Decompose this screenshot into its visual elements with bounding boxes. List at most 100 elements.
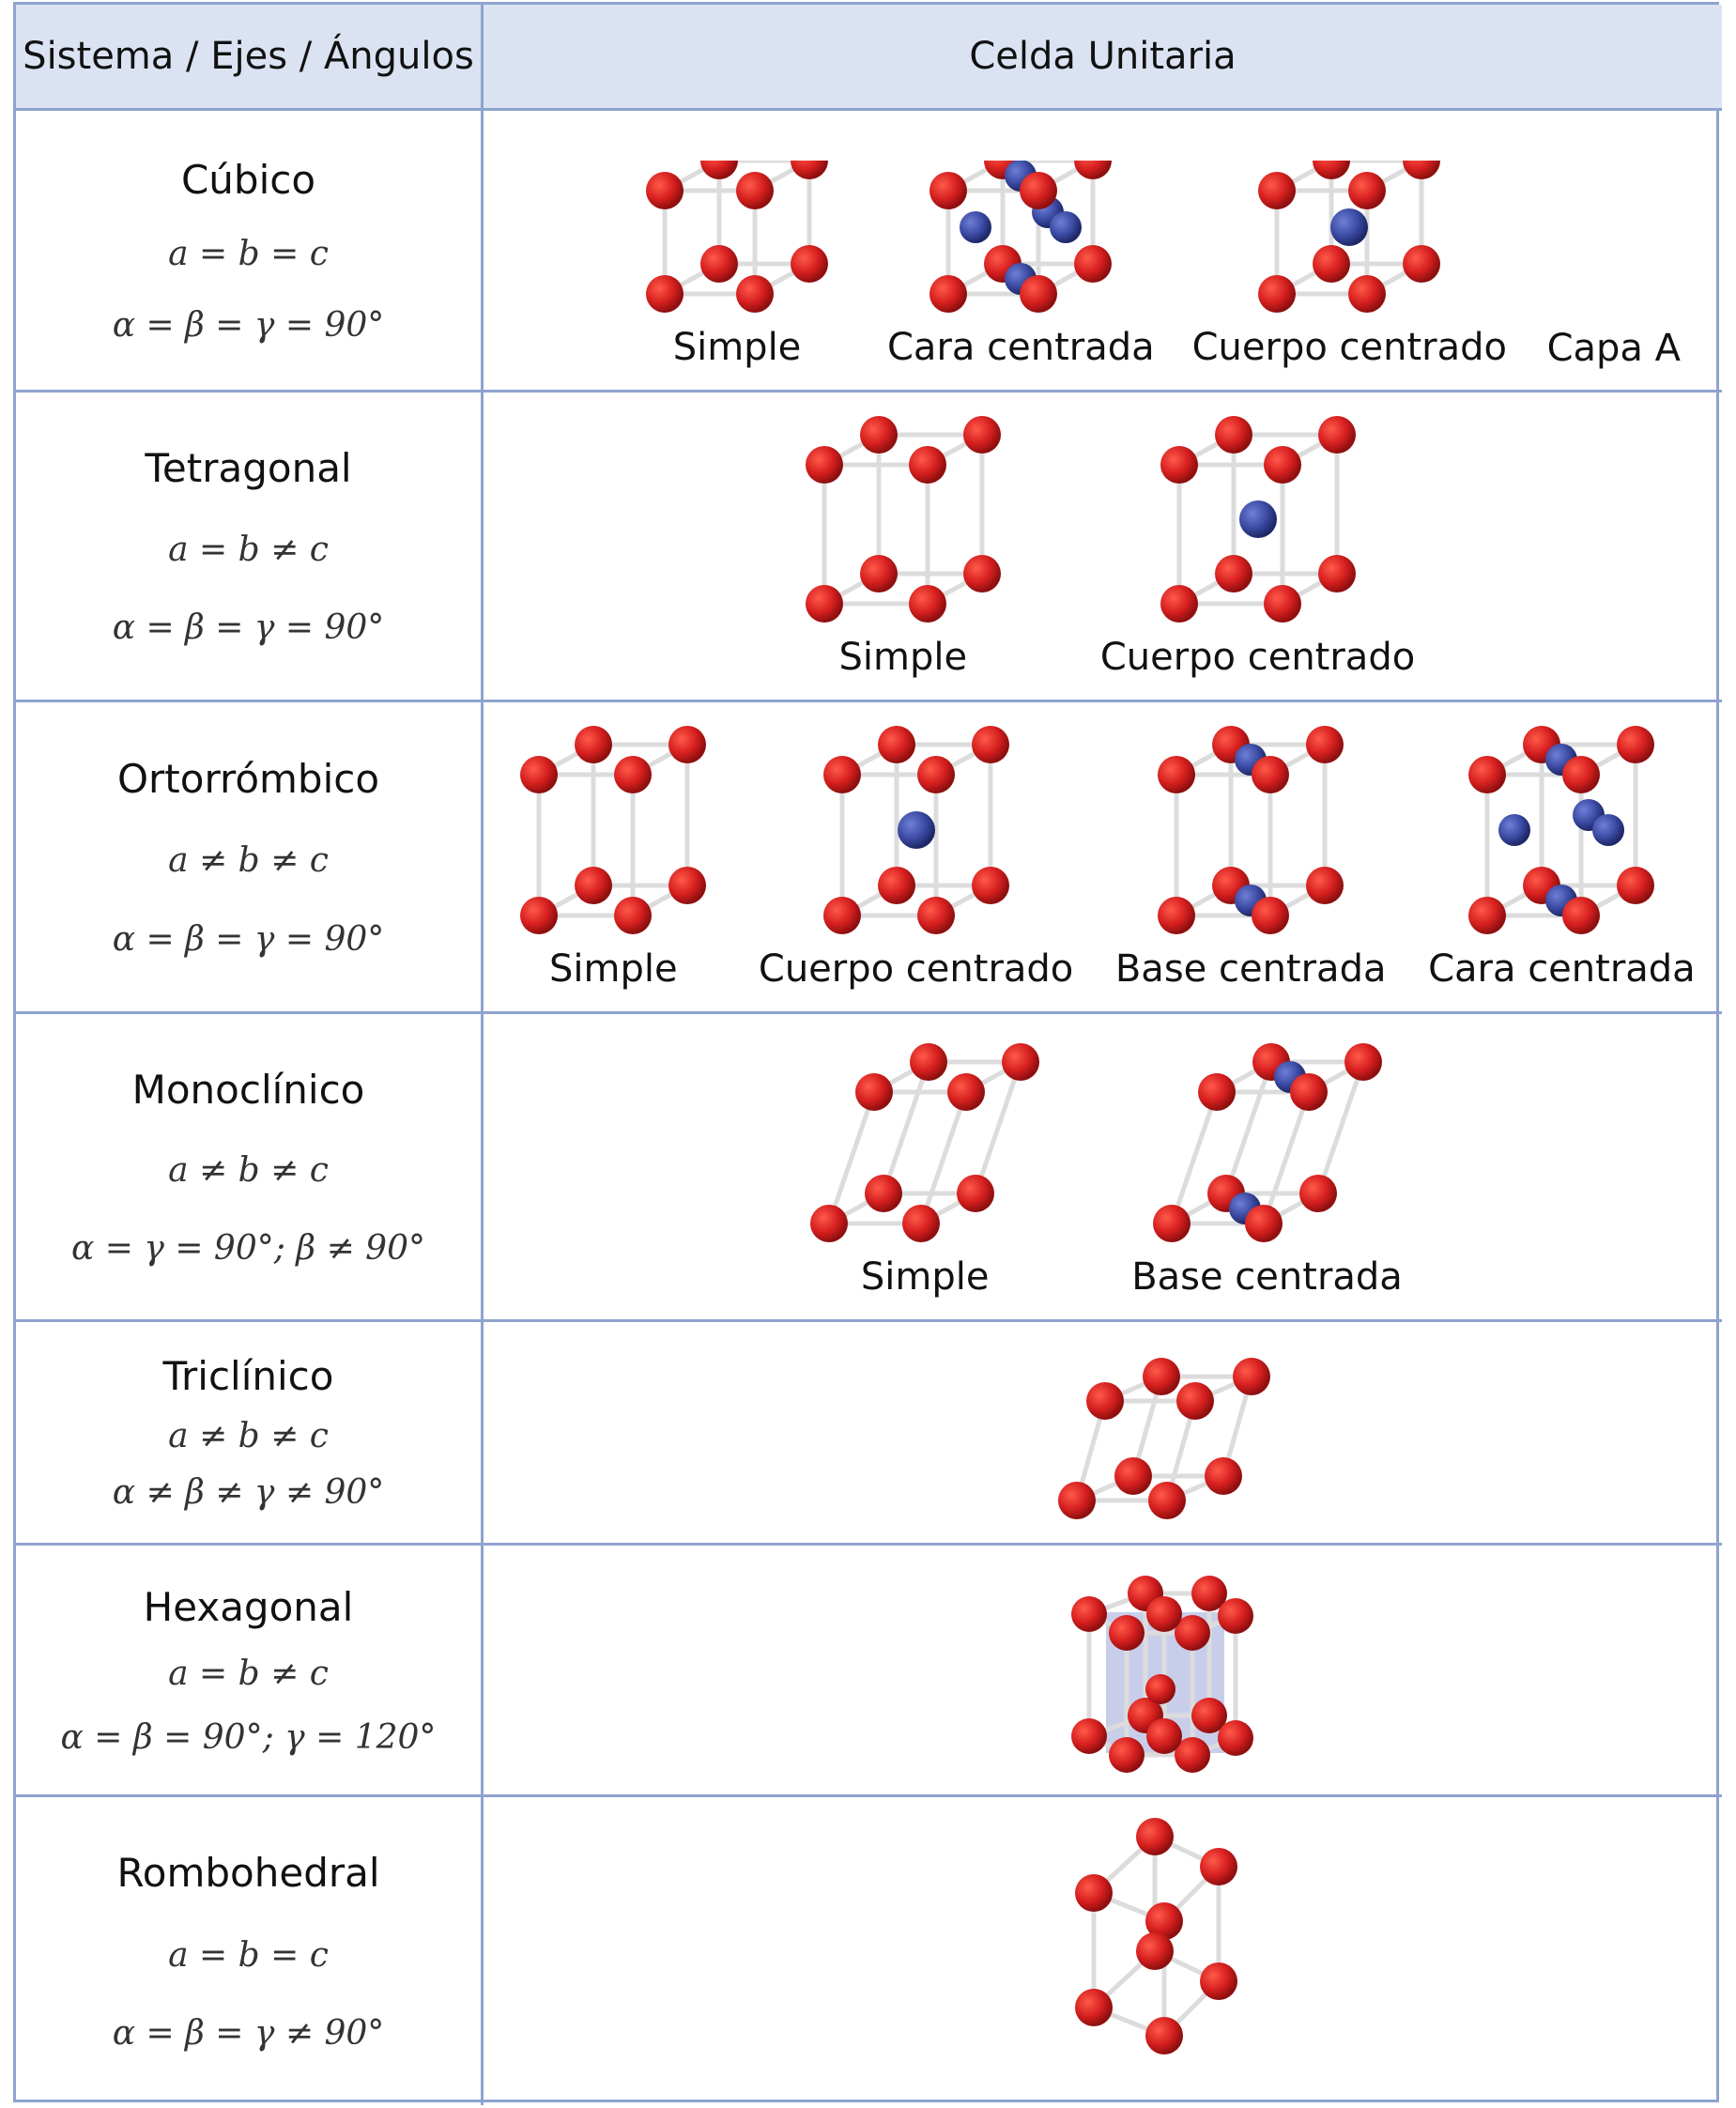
cubic-simple-cell-diagram <box>646 161 828 313</box>
corner-atom <box>877 867 915 904</box>
corner-atom <box>520 897 559 934</box>
cell-edge <box>1261 1089 1311 1226</box>
system-name: Triclínico <box>162 1353 334 1399</box>
cells-hexagonal <box>484 1546 1722 1797</box>
corner-atom <box>1204 1456 1242 1495</box>
corner-atom <box>1313 161 1351 179</box>
corner-atom <box>1258 172 1297 209</box>
corner-atom <box>614 897 653 934</box>
header-unit-cell-label: Celda Unitaria <box>969 35 1237 78</box>
corner-atom <box>908 446 946 484</box>
cells-triclinic <box>484 1322 1722 1546</box>
corner-atom <box>1244 1205 1283 1242</box>
corner-atom <box>1214 416 1252 454</box>
unit-cell-monoclinic-simple: Simple <box>803 1014 1047 1319</box>
corner-atom <box>1142 1357 1180 1395</box>
system-monoclinic: Monoclínico a ≠ b ≠ c α = γ = 90°; β ≠ 9… <box>16 1014 484 1322</box>
corner-atom <box>1158 897 1196 934</box>
system-name: Tetragonal <box>145 445 352 491</box>
corner-atom <box>791 245 828 283</box>
system-name: Rombohedral <box>116 1850 380 1897</box>
corner-atom <box>1174 1736 1210 1773</box>
system-axes: a = b = c <box>168 235 329 273</box>
unit-cell-label: Simple <box>672 326 802 369</box>
corner-atom <box>865 1175 903 1212</box>
corner-atom <box>1289 1073 1328 1111</box>
corner-atom <box>1317 416 1356 454</box>
system-name: Cúbico <box>180 156 316 203</box>
corner-atom <box>971 867 1009 904</box>
corner-atom <box>805 446 843 484</box>
cell-edge <box>881 1059 931 1196</box>
corner-atom <box>1158 756 1196 793</box>
center-atom <box>897 811 935 849</box>
corner-atom <box>1057 1481 1096 1519</box>
corner-atom <box>929 172 968 209</box>
unit-cell-cubic-body-centered: Cuerpo centrado <box>1192 111 1507 390</box>
corner-atom <box>1174 1614 1210 1651</box>
center-atom <box>960 211 992 243</box>
corner-atom <box>668 726 707 763</box>
orthorhombic-simple-cell-diagram <box>520 726 707 934</box>
corner-atom <box>1199 1962 1237 2000</box>
corner-atom <box>1617 867 1655 904</box>
corner-atom <box>1263 585 1301 623</box>
corner-atom <box>646 172 684 209</box>
corner-atom <box>1145 1673 1175 1704</box>
corner-atom <box>1306 867 1344 904</box>
corner-atom <box>929 275 968 313</box>
system-angles: α = β = γ = 90° <box>112 305 385 345</box>
header-systems-label: Sistema / Ejes / Ángulos <box>23 35 474 78</box>
corner-atom <box>947 1073 986 1111</box>
corner-atom <box>1074 245 1113 283</box>
unit-cell-label: Simple <box>860 1255 990 1299</box>
cell-edge <box>1169 1089 1219 1226</box>
unit-cell-tetragonal-body-centered: Cuerpo centrado <box>1100 392 1415 700</box>
system-name: Ortorrómbico <box>116 755 380 802</box>
layer-a-label: Capa A <box>1533 327 1694 370</box>
unit-cell-rhombohedral <box>1052 1810 1277 2092</box>
corner-atom <box>962 416 1001 454</box>
system-name: Monoclínico <box>131 1066 365 1113</box>
corner-atom <box>859 555 898 592</box>
triclinic-cell-diagram <box>1057 1357 1270 1519</box>
corner-atom <box>1317 555 1356 592</box>
system-axes: a = b = c <box>168 1935 329 1975</box>
corner-atom <box>1160 585 1198 623</box>
corner-atom <box>575 867 613 904</box>
corner-atom <box>1199 1848 1237 1885</box>
corner-atom <box>1108 1614 1145 1651</box>
corner-atom <box>1468 756 1507 793</box>
cells-tetragonal: Simple Cuerpo centrado <box>484 392 1722 702</box>
system-cubic: Cúbico a = b = c α = β = γ = 90° <box>16 111 484 392</box>
cells-cubic: Simple Cara centrada Cuerpo centrado Cap… <box>484 111 1722 392</box>
corner-atom <box>1135 1818 1174 1855</box>
system-orthorhombic: Ortorrómbico a ≠ b ≠ c α = β = γ = 90° <box>16 702 484 1014</box>
corner-atom <box>1135 1932 1174 1970</box>
corner-atom <box>1114 1456 1152 1495</box>
corner-atom <box>1074 1874 1113 1912</box>
unit-cell-cubic-face-centered: Cara centrada <box>887 111 1155 390</box>
corner-atom <box>1562 897 1601 934</box>
cell-edge <box>918 1089 969 1226</box>
unit-cell-label: Simple <box>838 636 968 679</box>
unit-cell-orthorhombic-face-centered: Cara centrada <box>1428 702 1696 1011</box>
corner-atom <box>1108 1736 1145 1773</box>
unit-cell-orthorhombic-simple: Simple <box>510 702 716 1011</box>
corner-atom <box>1252 756 1290 793</box>
corner-atom <box>908 585 946 623</box>
corner-atom <box>1617 726 1655 763</box>
corner-atom <box>1562 756 1601 793</box>
corner-atom <box>1085 1381 1124 1420</box>
corner-atom <box>1263 446 1301 484</box>
unit-cell-monoclinic-base-centered: Base centrada <box>1131 1014 1403 1319</box>
corner-atom <box>1348 172 1387 209</box>
cell-edge <box>973 1059 1023 1196</box>
corner-atom <box>957 1175 995 1212</box>
system-rhombohedral: Rombohedral a = b = c α = β = γ ≠ 90° <box>16 1797 484 2105</box>
corner-atom <box>855 1073 894 1111</box>
corner-atom <box>1145 1595 1182 1632</box>
corner-atom <box>859 416 898 454</box>
header-systems: Sistema / Ejes / Ángulos <box>16 5 484 111</box>
corner-atom <box>1191 1697 1227 1733</box>
